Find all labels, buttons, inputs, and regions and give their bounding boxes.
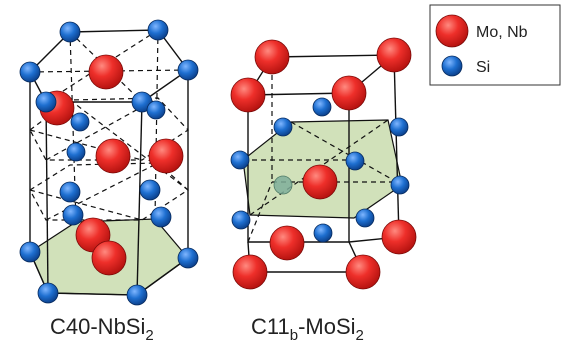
c40-si-atom <box>177 247 199 269</box>
c11b-metal-atom <box>345 254 381 290</box>
c11b-si-atom <box>345 151 365 171</box>
c11b-metal-atom <box>331 75 367 111</box>
legend-si-swatch <box>441 55 463 77</box>
c40-si-atom <box>177 59 199 81</box>
c11b-metal-atom <box>381 219 417 255</box>
c40-metal-atom <box>88 54 124 90</box>
c40-si-atom <box>147 19 169 41</box>
c11b-si-atom <box>390 175 410 195</box>
c11b-metal-atom <box>269 225 305 261</box>
c40-metal-atom <box>148 138 184 174</box>
c40-metal-atom <box>91 240 127 276</box>
c40-si-atom <box>59 21 81 43</box>
c40-si-atom <box>139 179 161 201</box>
c40-structure <box>19 19 199 306</box>
c40-si-atom <box>37 282 59 304</box>
c40-si-atom <box>62 204 84 226</box>
c40-si-atom <box>59 181 81 203</box>
c40-metal-atom <box>95 138 131 174</box>
c11b-metal-atom <box>254 39 290 75</box>
legend-metal-swatch <box>435 14 469 48</box>
c11b-metal-atom <box>232 254 268 290</box>
c11b-si-atom <box>231 210 251 230</box>
c40-si-atom <box>19 61 41 83</box>
c40-label: C40-NbSi2 <box>50 314 154 344</box>
c11b-si-atom <box>389 117 409 137</box>
c40-si-atom <box>66 142 86 162</box>
c11b-si-atom <box>313 223 333 243</box>
c11b-metal-atom <box>302 164 338 200</box>
c11b-si-atom <box>273 175 293 195</box>
c40-si-atom <box>150 206 172 228</box>
c11b-si-atom <box>273 117 293 137</box>
c40-si-atom <box>19 241 41 263</box>
c40-si-atom <box>146 100 166 120</box>
c11b-structure <box>230 37 417 290</box>
legend: Mo, Nb Si <box>429 4 561 86</box>
c11b-metal-atom <box>230 77 266 113</box>
c11b-label: C11b-MoSi2 <box>251 314 364 344</box>
c11b-metal-atom <box>376 37 412 73</box>
c40-si-atom <box>126 284 148 306</box>
legend-si-label: Si <box>476 59 490 76</box>
c40-si-atom <box>70 112 90 132</box>
legend-metal-label: Mo, Nb <box>476 24 528 41</box>
c11b-si-atom <box>355 208 375 228</box>
c11b-si-atom <box>230 150 250 170</box>
c40-si-atom <box>35 91 57 113</box>
c11b-si-atom <box>312 97 332 117</box>
